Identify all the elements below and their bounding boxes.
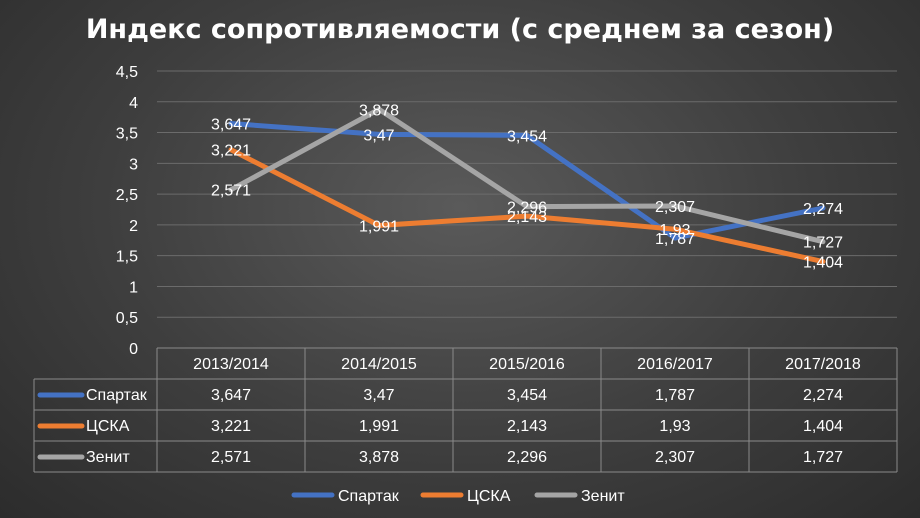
legend-entry: Спартак <box>338 488 400 505</box>
data-label: 3,878 <box>359 102 399 119</box>
table-cell: 2,307 <box>655 449 695 466</box>
data-label: 1,991 <box>359 218 399 235</box>
table-header-cell: 2016/2017 <box>637 356 713 373</box>
table-row-label: Спартак <box>86 387 148 404</box>
table-header-cell: 2017/2018 <box>785 356 861 373</box>
data-label: 1,727 <box>803 235 843 252</box>
y-tick-label: 4,5 <box>116 64 138 81</box>
data-label: 2,274 <box>803 201 843 218</box>
table-cell: 2,296 <box>507 449 547 466</box>
legend: Спартак ЦСКА Зенит <box>291 488 625 505</box>
table-header-cell: 2013/2014 <box>193 356 269 373</box>
y-tick-label: 3,5 <box>116 126 138 143</box>
y-tick-label: 0 <box>129 341 138 358</box>
table-header-cell: 2015/2016 <box>489 356 565 373</box>
series-line-ЦСКА <box>228 147 826 265</box>
y-tick-label: 2,5 <box>116 187 138 204</box>
data-label: 3,221 <box>211 143 251 160</box>
table-cell: 2,143 <box>507 418 547 435</box>
table-cell: 3,878 <box>359 449 399 466</box>
legend-entry: Зенит <box>581 488 625 505</box>
y-tick-label: 0,5 <box>116 310 138 327</box>
y-tick-label: 3 <box>129 156 138 173</box>
table-row-label: Зенит <box>86 449 130 466</box>
data-label: 3,647 <box>211 117 251 134</box>
data-label: 1,93 <box>659 222 690 239</box>
data-label: 2,571 <box>211 183 251 200</box>
table-header-cell: 2014/2015 <box>341 356 417 373</box>
table-cell: 2,571 <box>211 449 251 466</box>
legend-entry: ЦСКА <box>467 488 511 505</box>
y-tick-label: 1 <box>129 279 138 296</box>
data-label: 2,143 <box>507 209 547 226</box>
table-cell: 1,93 <box>659 418 690 435</box>
data-table: 2013/2014 2014/2015 2015/2016 2016/2017 2017… <box>33 347 898 473</box>
y-axis: 0 0,5 1 1,5 2 2,5 3 3,5 4 4,5 <box>116 64 138 358</box>
table-cell: 3,647 <box>211 387 251 404</box>
y-tick-label: 4 <box>129 95 138 112</box>
table-cell: 1,991 <box>359 418 399 435</box>
table-cell: 1,787 <box>655 387 695 404</box>
table-cell: 3,454 <box>507 387 547 404</box>
series-line-Зенит <box>228 106 826 245</box>
data-label: 1,787 <box>655 231 695 248</box>
chart-title: Индекс сопротивляемости (с среднем за се… <box>86 14 834 45</box>
table-cell: 3,221 <box>211 418 251 435</box>
y-tick-label: 1,5 <box>116 249 138 266</box>
data-label: 2,307 <box>655 199 695 216</box>
table-cell: 1,727 <box>803 449 843 466</box>
data-label: 2,296 <box>507 200 547 217</box>
table-cell: 3,47 <box>363 387 394 404</box>
series-lines <box>228 106 826 265</box>
table-row-label: ЦСКА <box>86 418 130 435</box>
y-tick-label: 2 <box>129 218 138 235</box>
data-labels: 3,647 3,47 3,454 1,787 2,274 3,221 1,991 2,143 1… <box>211 102 843 271</box>
series-line-Спартак <box>228 121 826 241</box>
data-label: 3,47 <box>363 127 394 144</box>
data-label: 1,404 <box>803 255 843 272</box>
table-cell: 2,274 <box>803 387 843 404</box>
table-cell: 1,404 <box>803 418 843 435</box>
data-label: 3,454 <box>507 128 547 145</box>
